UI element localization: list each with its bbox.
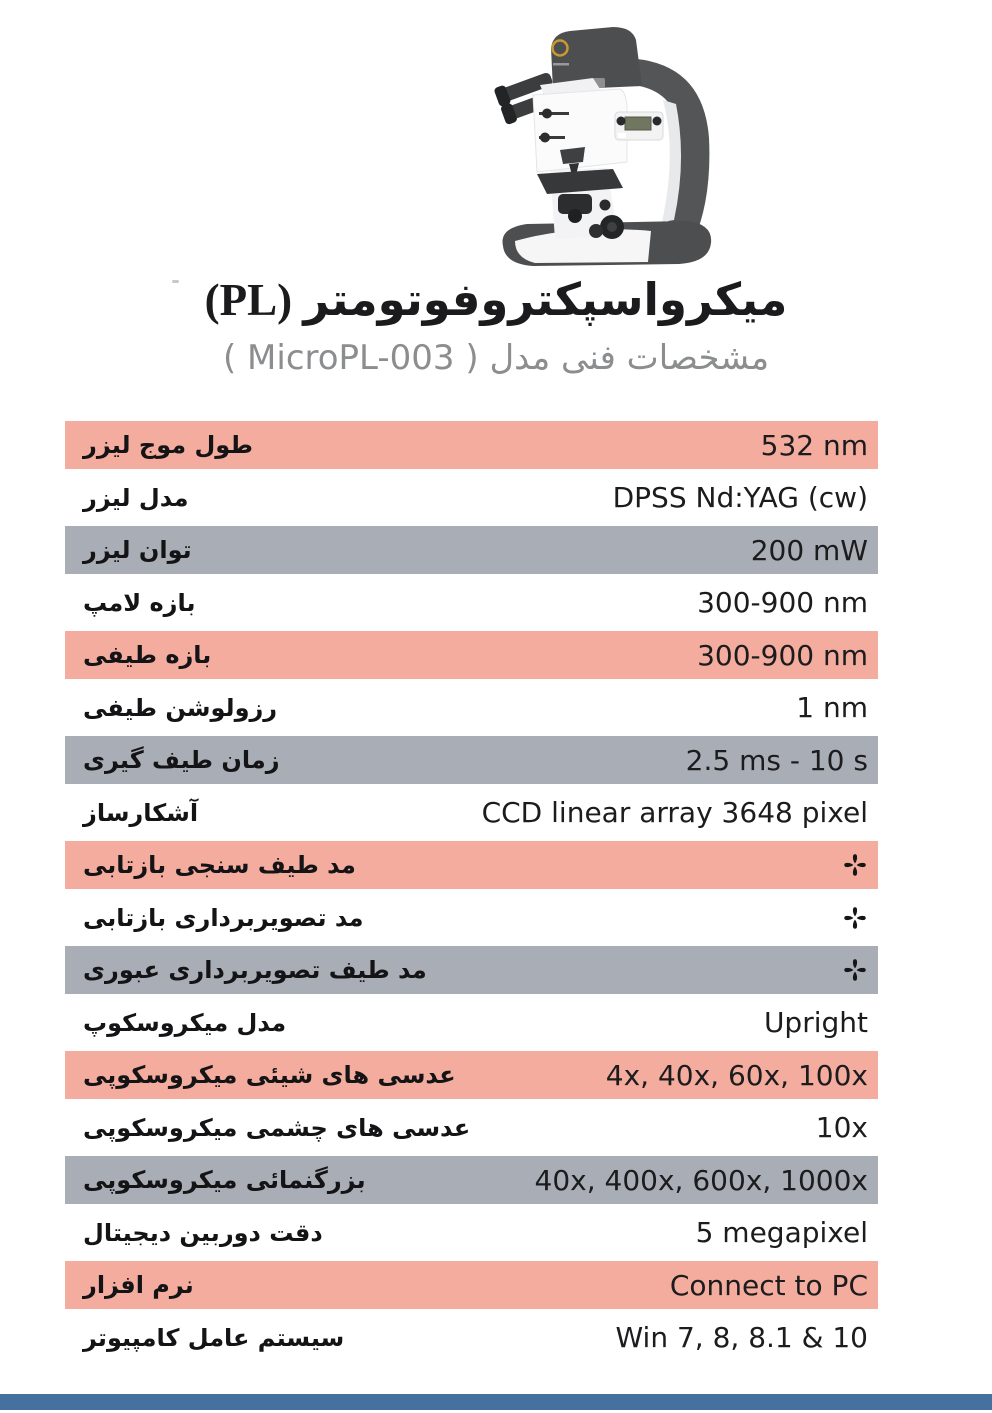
table-row: 40x, 400x, 600x, 1000x بزرگنمائی میکروسک…	[65, 1156, 878, 1204]
table-row: مد تصویربرداری بازتابی	[65, 893, 878, 942]
table-row: 10x عدسی های چشمی میکروسکوپی	[65, 1103, 878, 1152]
four-petal-asterisk-icon	[844, 854, 866, 876]
spec-label: بازه طیفی	[83, 641, 212, 669]
spec-label: مدل لیزر	[83, 483, 189, 512]
page-subtitle: مشخصات فنی مدل ( MicroPL-003 )	[222, 338, 770, 378]
spec-value: 300-900 nm	[697, 586, 868, 619]
table-row: CCD linear array 3648 pixel آشکارساز	[65, 788, 878, 837]
stage	[537, 169, 623, 194]
table-row: DPSS Nd:YAG (cw) مدل لیزر	[65, 473, 878, 522]
four-petal-asterisk-icon	[844, 959, 866, 981]
table-row: Connect to PC نرم افزار	[65, 1261, 878, 1309]
lcd-screen	[624, 116, 652, 131]
footer-accent-bar	[0, 1394, 992, 1410]
spec-label: مد طیف سنجی بازتابی	[83, 851, 356, 879]
spec-value: 4x, 40x, 60x, 100x	[605, 1058, 868, 1092]
spec-label: زمان طیف گیری	[83, 746, 280, 774]
spec-label: عدسی های چشمی میکروسکوپی	[83, 1113, 471, 1142]
spec-label: دقت دوربین دیجیتال	[83, 1218, 323, 1247]
spec-label: طول موج لیزر	[83, 431, 253, 459]
table-row: Upright مدل میکروسکوپ	[65, 998, 878, 1047]
table-row: 532 nm طول موج لیزر	[65, 421, 878, 469]
logo-ring-icon	[551, 39, 569, 57]
spec-value	[842, 905, 868, 931]
spec-label: بازه لامپ	[83, 588, 196, 617]
spec-value: Win 7, 8, 8.1 & 10	[615, 1321, 868, 1354]
spec-value: 5 megapixel	[695, 1216, 868, 1249]
spec-label: بزرگنمائی میکروسکوپی	[83, 1166, 366, 1194]
table-row: Win 7, 8, 8.1 & 10 سیستم عامل کامپیوتر	[65, 1313, 878, 1362]
spec-label: نرم افزار	[83, 1271, 194, 1299]
spec-label: مدل میکروسکوپ	[83, 1008, 287, 1037]
spec-table: 532 nm طول موج لیزر DPSS Nd:YAG (cw) مدل…	[65, 421, 878, 1366]
page-title: میکرواسپکتروفوتومتر (PL)	[204, 275, 788, 325]
spec-value	[842, 957, 868, 983]
spec-label: عدسی های شیئی میکروسکوپی	[83, 1061, 456, 1089]
upright-microscope-illustration	[455, 0, 775, 280]
spec-value: CCD linear array 3648 pixel	[481, 796, 868, 829]
table-row: 1 nm رزولوشن طیفی	[65, 683, 878, 732]
spec-value: 532 nm	[760, 428, 868, 462]
table-row: 200 mW توان لیزر	[65, 526, 878, 574]
table-row: مد طیف سنجی بازتابی	[65, 841, 878, 889]
spec-value: 1 nm	[796, 691, 868, 724]
spec-value: 2.5 ms - 10 s	[685, 743, 868, 777]
spec-label: رزولوشن طیفی	[83, 693, 278, 722]
spec-value: DPSS Nd:YAG (cw)	[612, 481, 868, 514]
table-row: 300-900 nm بازه طیفی	[65, 631, 878, 679]
spec-value: Upright	[763, 1006, 868, 1039]
spec-label: سیستم عامل کامپیوتر	[83, 1323, 345, 1352]
four-petal-asterisk-icon	[844, 906, 866, 929]
spec-label: توان لیزر	[83, 536, 192, 564]
spec-value: 10x	[815, 1111, 868, 1144]
print-speck	[172, 280, 179, 283]
spec-label: مد تصویربرداری بازتابی	[83, 903, 364, 932]
control-panel	[614, 111, 664, 141]
spec-value: 40x, 400x, 600x, 1000x	[534, 1163, 868, 1197]
microscope-drawing	[494, 27, 712, 266]
spec-value	[842, 852, 868, 878]
spec-label: آشکارساز	[83, 798, 199, 827]
spec-label: مد طیف تصویربرداری عبوری	[83, 956, 427, 984]
table-row: 4x, 40x, 60x, 100x عدسی های شیئی میکروسک…	[65, 1051, 878, 1099]
table-row: مد طیف تصویربرداری عبوری	[65, 946, 878, 994]
table-row: 5 megapixel دقت دوربین دیجیتال	[65, 1208, 878, 1257]
spec-value: Connect to PC	[669, 1268, 868, 1302]
table-row: 300-900 nm بازه لامپ	[65, 578, 878, 627]
spec-value: 300-900 nm	[697, 638, 868, 672]
spec-value: 200 mW	[750, 533, 868, 567]
table-row: 2.5 ms - 10 s زمان طیف گیری	[65, 736, 878, 784]
